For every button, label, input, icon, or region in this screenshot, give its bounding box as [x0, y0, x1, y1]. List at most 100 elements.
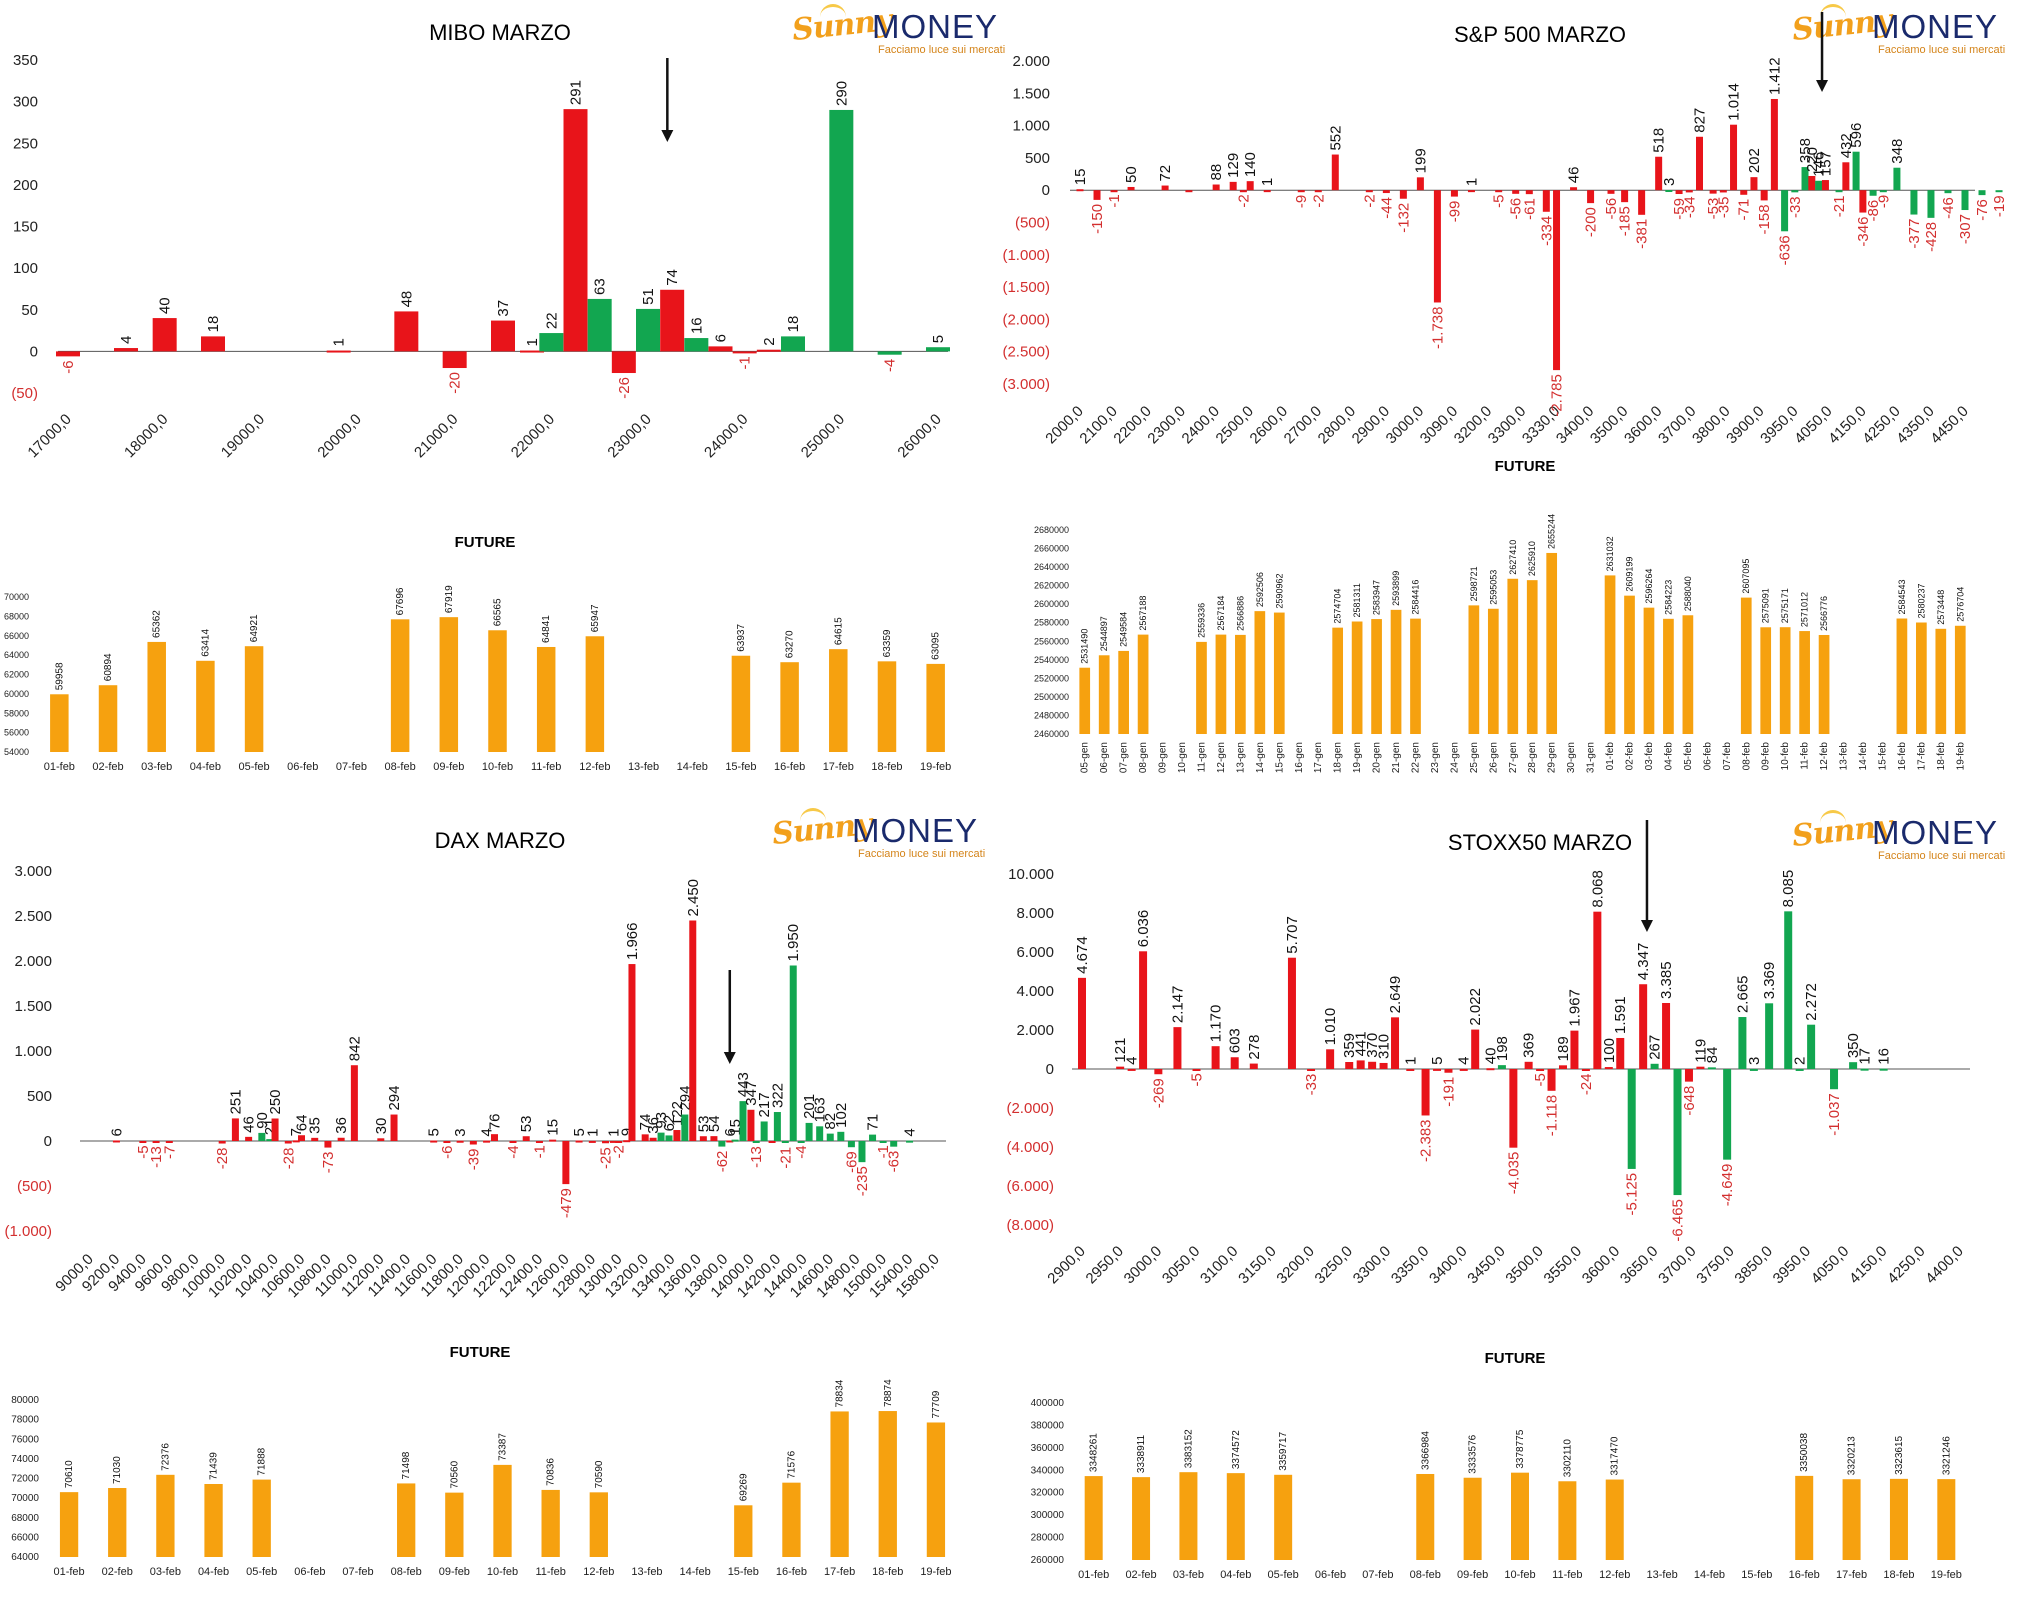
data-label: 1 — [524, 338, 541, 346]
data-label: 441 — [1353, 1031, 1370, 1056]
data-label: 82 — [822, 1113, 839, 1130]
data-label: 48 — [398, 291, 415, 308]
data-label: 35 — [307, 1117, 324, 1134]
y-tick-label: (2.500) — [1002, 344, 1050, 361]
data-label: 3366984 — [1420, 1431, 1431, 1470]
y-tick-label: (8.000) — [1006, 1217, 1054, 1234]
data-label: 2593899 — [1391, 571, 1401, 606]
option-bar — [469, 1141, 477, 1145]
data-label: 2598721 — [1469, 566, 1479, 601]
option-bar — [1547, 1069, 1556, 1091]
option-bar — [890, 1141, 898, 1147]
data-label: 2.022 — [1467, 988, 1484, 1026]
data-label: -428 — [1923, 222, 1940, 252]
data-label: -21 — [777, 1147, 794, 1169]
x-tick-label: 04-feb — [190, 761, 221, 773]
y-tick-label: 1.500 — [1012, 85, 1050, 102]
data-label: 74 — [637, 1114, 654, 1131]
data-label: -191 — [1440, 1077, 1457, 1107]
y-tick-label: 8.000 — [1016, 905, 1054, 922]
data-label: 2 — [761, 337, 778, 345]
data-label: 53 — [518, 1116, 535, 1133]
x-tick-label: 16-gen — [1294, 742, 1305, 773]
option-bar — [636, 308, 660, 352]
x-tick-label: 12-feb — [583, 1566, 614, 1578]
data-label: -34 — [1681, 196, 1698, 218]
y-tick-label: 2600000 — [1034, 599, 1069, 609]
data-label: 199 — [1412, 148, 1429, 173]
option-bar — [442, 351, 467, 369]
option-bar — [1161, 185, 1169, 191]
sun-rays-icon — [1820, 810, 1846, 825]
option-bar — [284, 1141, 292, 1144]
option-bar — [430, 1140, 438, 1143]
data-label: -4 — [793, 1145, 810, 1158]
future-title: FUTURE — [1494, 458, 1556, 475]
option-bar — [615, 1141, 623, 1143]
x-tick-label: 18-feb — [1883, 1569, 1914, 1581]
data-label: 4 — [118, 336, 135, 344]
y-tick-label: (500) — [1015, 215, 1050, 232]
y-tick-label: (2.000) — [1002, 311, 1050, 328]
x-tick-label: 20-gen — [1372, 742, 1383, 773]
option-bar — [1307, 1069, 1316, 1071]
data-label: 9 — [619, 1128, 636, 1136]
data-label: 63937 — [736, 623, 747, 651]
data-label: 1 — [584, 1129, 601, 1137]
option-bar — [1740, 190, 1748, 195]
y-tick-label: 10.000 — [1008, 866, 1054, 883]
data-label: 72376 — [160, 1443, 171, 1471]
x-tick-label: 02-feb — [1625, 742, 1636, 771]
option-bar — [1665, 190, 1673, 193]
future-bar — [204, 1484, 223, 1557]
data-label: 36 — [645, 1117, 662, 1134]
x-tick-label: 04-feb — [198, 1566, 229, 1578]
future-bar — [1954, 625, 1966, 734]
future-bar — [147, 641, 166, 752]
option-bar — [1760, 190, 1768, 201]
data-label: 294 — [386, 1086, 403, 1111]
data-label: 3317470 — [1610, 1436, 1621, 1475]
x-tick-label: 06-gen — [1099, 742, 1110, 773]
x-tick-label: 02-feb — [1125, 1569, 1156, 1581]
data-label: -46 — [1940, 197, 1957, 219]
option-bar — [1638, 190, 1646, 215]
x-tick-label: 10-feb — [482, 761, 513, 773]
data-label: -99 — [1446, 201, 1463, 223]
option-bar — [1230, 1057, 1239, 1069]
option-bar — [1879, 1068, 1888, 1071]
option-bar — [1263, 190, 1271, 193]
option-bar — [1859, 190, 1867, 213]
data-label: 18 — [205, 316, 222, 333]
future-bar — [397, 1483, 416, 1557]
data-label: 3378775 — [1515, 1429, 1526, 1468]
x-tick-label: 14-gen — [1255, 742, 1266, 773]
x-tick-label: 03-feb — [150, 1566, 181, 1578]
option-bar — [1927, 190, 1935, 218]
future-title: FUTURE — [449, 1344, 511, 1361]
data-label: -28 — [214, 1148, 231, 1170]
data-label: -377 — [1906, 219, 1923, 249]
data-label: -185 — [1617, 206, 1634, 236]
panel-dax: DAX MARZO Sunny MONEY Facciamo luce sui … — [0, 800, 1000, 1610]
future-bar — [1842, 1479, 1861, 1560]
data-label: 369 — [1521, 1033, 1538, 1058]
option-bar — [1287, 957, 1296, 1069]
data-label: 71888 — [257, 1447, 268, 1475]
data-label: 1.010 — [1322, 1008, 1339, 1046]
data-label: -25 — [598, 1147, 615, 1169]
option-bar — [877, 351, 902, 355]
data-label: 93 — [653, 1112, 670, 1129]
future-bar — [1215, 634, 1227, 734]
data-label: 2574704 — [1333, 589, 1343, 624]
data-label: 827 — [1692, 108, 1709, 133]
option-bar — [1127, 1068, 1136, 1071]
data-label: 15 — [1072, 169, 1089, 186]
option-bar — [869, 1134, 877, 1141]
data-label: 4 — [1456, 1057, 1473, 1065]
option-bar — [1365, 190, 1373, 193]
option-bar — [1639, 984, 1648, 1069]
x-tick-label: 06-feb — [1315, 1569, 1346, 1581]
option-bar — [1995, 190, 2003, 193]
option-bar — [549, 1139, 557, 1142]
